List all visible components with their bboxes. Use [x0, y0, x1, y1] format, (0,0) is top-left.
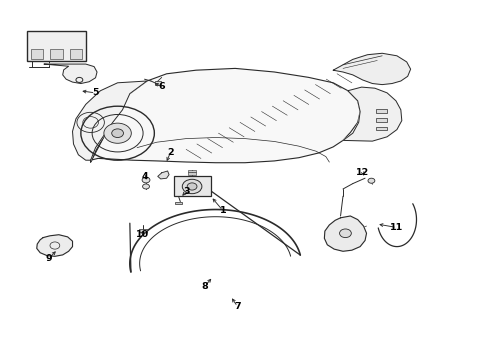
- Circle shape: [340, 229, 351, 238]
- Bar: [376, 127, 387, 130]
- Text: 2: 2: [167, 148, 174, 157]
- Polygon shape: [158, 171, 169, 179]
- Bar: [155, 81, 161, 85]
- Bar: [174, 176, 211, 196]
- Bar: [175, 202, 182, 204]
- Bar: [376, 109, 387, 113]
- Bar: [139, 229, 147, 232]
- Bar: [188, 170, 196, 172]
- Circle shape: [104, 123, 131, 143]
- Polygon shape: [37, 235, 73, 256]
- Circle shape: [187, 183, 197, 190]
- Text: 8: 8: [201, 282, 208, 291]
- Circle shape: [112, 129, 123, 138]
- Text: 4: 4: [141, 172, 148, 181]
- Polygon shape: [343, 87, 402, 141]
- Bar: [376, 118, 387, 122]
- Bar: [31, 49, 43, 59]
- Text: 1: 1: [220, 206, 226, 215]
- Bar: [70, 49, 82, 59]
- Text: 6: 6: [158, 82, 165, 91]
- Text: 5: 5: [92, 88, 99, 97]
- Bar: [50, 49, 63, 59]
- Bar: [188, 172, 196, 175]
- Circle shape: [142, 177, 150, 183]
- Circle shape: [368, 178, 375, 183]
- Text: 11: 11: [390, 223, 404, 232]
- Polygon shape: [91, 68, 360, 163]
- Text: 12: 12: [356, 167, 369, 176]
- Polygon shape: [333, 53, 411, 85]
- Polygon shape: [44, 64, 97, 84]
- Polygon shape: [73, 81, 147, 160]
- Circle shape: [182, 179, 202, 194]
- Bar: [27, 31, 86, 61]
- Polygon shape: [324, 216, 367, 251]
- Text: 3: 3: [183, 187, 190, 196]
- Text: 10: 10: [136, 230, 148, 239]
- Text: 7: 7: [234, 302, 241, 311]
- Circle shape: [143, 184, 149, 189]
- Text: 9: 9: [46, 254, 52, 263]
